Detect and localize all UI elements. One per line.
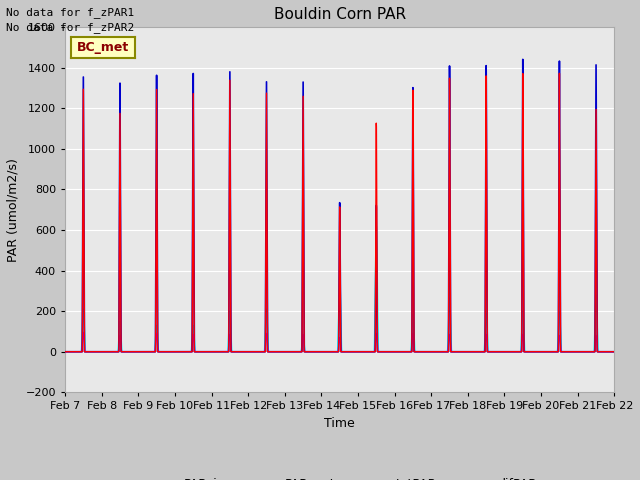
PAR_out [319, 349, 327, 355]
PAR_in [61, 349, 69, 355]
Line: difPAR: difPAR [65, 226, 614, 352]
X-axis label: Time: Time [324, 417, 355, 430]
PAR_out [611, 349, 618, 355]
totPAR [61, 349, 69, 355]
Line: totPAR: totPAR [65, 60, 614, 352]
difPAR [610, 349, 618, 355]
PAR_out [61, 349, 69, 355]
PAR_out [463, 349, 470, 355]
totPAR [610, 349, 618, 355]
PAR_out [494, 349, 502, 355]
difPAR [160, 349, 168, 355]
PAR_out [610, 349, 618, 355]
difPAR [611, 349, 618, 355]
PAR_in [463, 349, 470, 355]
Legend: PAR_in, PAR_out, totPAR, difPAR: PAR_in, PAR_out, totPAR, difPAR [137, 472, 542, 480]
difPAR [433, 349, 440, 355]
totPAR [494, 349, 502, 355]
difPAR [372, 223, 380, 229]
totPAR [611, 349, 618, 355]
PAR_in [556, 71, 563, 76]
Text: BC_met: BC_met [77, 41, 129, 54]
PAR_in [160, 349, 168, 355]
Line: PAR_in: PAR_in [65, 73, 614, 352]
totPAR [519, 57, 527, 62]
PAR_in [611, 349, 618, 355]
totPAR [319, 349, 327, 355]
PAR_in [433, 349, 440, 355]
difPAR [319, 349, 327, 355]
difPAR [463, 349, 470, 355]
PAR_in [494, 349, 502, 355]
totPAR [160, 349, 168, 355]
Title: Bouldin Corn PAR: Bouldin Corn PAR [274, 7, 406, 22]
difPAR [61, 349, 69, 355]
difPAR [494, 349, 502, 355]
PAR_out [79, 330, 87, 336]
PAR_in [610, 349, 618, 355]
totPAR [463, 349, 470, 355]
PAR_out [433, 349, 440, 355]
Y-axis label: PAR (umol/m2/s): PAR (umol/m2/s) [7, 158, 20, 262]
PAR_in [319, 349, 327, 355]
totPAR [433, 349, 440, 355]
Line: PAR_out: PAR_out [65, 333, 614, 352]
Text: No data for f_zPAR2: No data for f_zPAR2 [6, 22, 134, 33]
PAR_out [160, 349, 168, 355]
Text: No data for f_zPAR1: No data for f_zPAR1 [6, 7, 134, 18]
